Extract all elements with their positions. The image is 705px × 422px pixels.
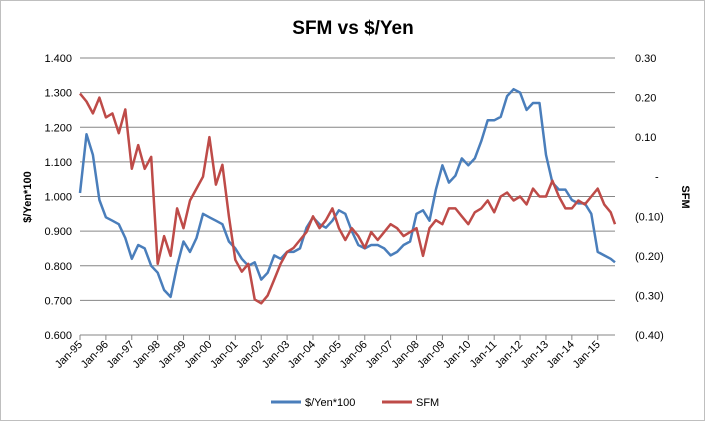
x-tick-label: Jan-11 xyxy=(468,339,500,371)
y-tick-label: 0.800 xyxy=(44,261,72,273)
y-axis-title: $/Yen*100 xyxy=(22,171,34,222)
series-line-sfm xyxy=(79,92,617,305)
y2-tick-label: 0.20 xyxy=(635,93,656,105)
x-tick-label: Jan-00 xyxy=(182,339,214,371)
x-axis-ticks: Jan-95Jan-96Jan-97Jan-98Jan-99Jan-00Jan-… xyxy=(53,335,603,371)
y2-axis-title: SFM xyxy=(679,185,691,208)
y-tick-label: 0.700 xyxy=(44,295,72,307)
right-axis-ticks: (0.40) (0.30) (0.20) (0.10) - 0.10 0.20 0.30 xyxy=(635,53,664,342)
y2-tick-label: - xyxy=(655,172,659,184)
chart-title: SFM vs $/Yen xyxy=(292,18,413,39)
x-tick-label: Jan-15 xyxy=(571,339,603,371)
x-tick-label: Jan-12 xyxy=(493,339,525,371)
x-tick-label: Jan-13 xyxy=(519,339,551,371)
x-tick-label: Jan-01 xyxy=(208,339,240,371)
x-tick-label: Jan-07 xyxy=(363,339,395,371)
x-tick-label: Jan-99 xyxy=(156,339,188,371)
x-tick-label: Jan-03 xyxy=(260,339,292,371)
y-tick-label: 1.100 xyxy=(44,157,72,169)
legend-label-yen: $/Yen*100 xyxy=(305,397,355,409)
x-tick-label: Jan-02 xyxy=(234,339,266,371)
y-tick-label: 1.300 xyxy=(44,88,72,100)
x-tick-label: Jan-09 xyxy=(415,339,447,371)
legend: $/Yen*100 SFM xyxy=(271,397,439,409)
y2-tick-label: (0.40) xyxy=(635,330,664,342)
x-tick-label: Jan-04 xyxy=(286,339,318,371)
gridlines xyxy=(80,57,615,301)
y-tick-label: 0.600 xyxy=(44,330,72,342)
series-layer xyxy=(78,87,617,305)
x-tick-label: Jan-08 xyxy=(389,339,421,371)
x-tick-label: Jan-05 xyxy=(312,339,344,371)
x-tick-label: Jan-95 xyxy=(53,339,85,371)
y2-tick-label: (0.10) xyxy=(635,211,664,223)
x-tick-label: Jan-96 xyxy=(79,339,111,371)
y-tick-label: 1.000 xyxy=(44,192,72,204)
y-tick-label: 1.200 xyxy=(44,122,72,134)
legend-label-sfm: SFM xyxy=(416,397,439,409)
y2-tick-label: 0.10 xyxy=(635,132,656,144)
series-line-yen xyxy=(78,87,616,299)
y2-tick-label: (0.20) xyxy=(635,251,664,263)
y-tick-label: 1.400 xyxy=(44,53,72,65)
x-tick-label: Jan-98 xyxy=(131,339,163,371)
y2-tick-label: 0.30 xyxy=(635,53,656,65)
x-tick-label: Jan-10 xyxy=(441,339,473,371)
x-tick-label: Jan-06 xyxy=(338,339,370,371)
y-tick-label: 0.900 xyxy=(44,226,72,238)
x-tick-label: Jan-14 xyxy=(545,339,577,371)
left-axis-ticks: 0.600 0.700 0.800 0.900 1.000 1.100 1.200 1.300… xyxy=(44,53,72,342)
y2-tick-label: (0.30) xyxy=(635,290,664,302)
x-tick-label: Jan-97 xyxy=(105,339,137,371)
